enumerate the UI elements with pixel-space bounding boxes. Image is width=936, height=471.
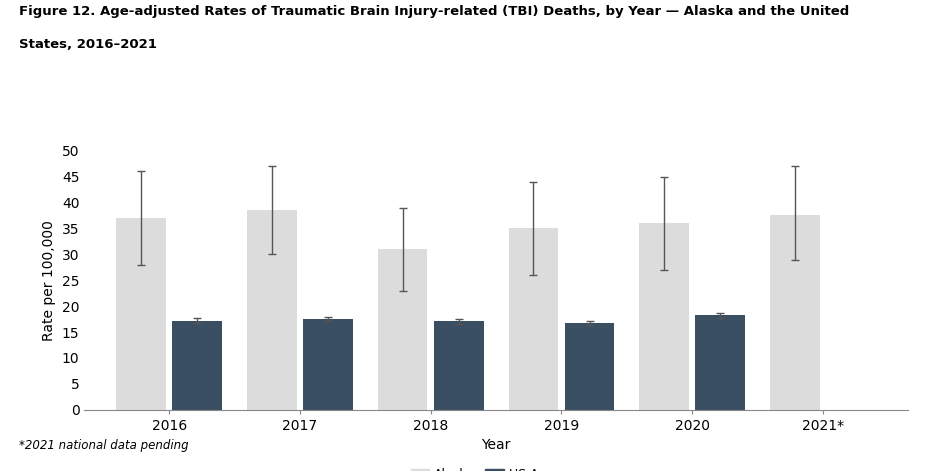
Bar (639, 223, 689, 410)
Bar (508, 228, 558, 410)
Legend: Alaska, US Average: Alaska, US Average (405, 463, 587, 471)
Bar (378, 249, 428, 410)
Y-axis label: Rate per 100,000: Rate per 100,000 (42, 220, 56, 341)
Text: States, 2016–2021: States, 2016–2021 (19, 38, 156, 51)
Text: Figure 12. Age-adjusted Rates of Traumatic Brain Injury-related (TBI) Deaths, by: Figure 12. Age-adjusted Rates of Traumat… (19, 5, 849, 18)
Bar (434, 321, 484, 410)
Bar (303, 319, 353, 410)
Bar (247, 210, 297, 410)
Bar (695, 316, 745, 410)
Bar (172, 321, 222, 410)
Bar (770, 216, 820, 410)
X-axis label: Year: Year (481, 439, 511, 452)
Bar (116, 218, 166, 410)
Text: *2021 national data pending: *2021 national data pending (19, 439, 188, 452)
Bar (564, 323, 614, 410)
